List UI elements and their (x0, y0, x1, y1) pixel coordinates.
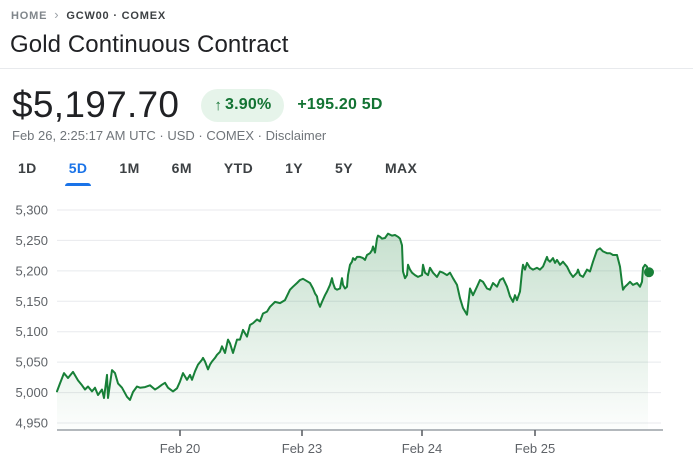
quote-meta-text: Feb 26, 2:25:17 AM UTC · USD · COMEX · (12, 128, 266, 143)
tab-5d[interactable]: 5D (53, 152, 104, 184)
x-axis-label: Feb 24 (402, 441, 442, 456)
x-axis-label: Feb 23 (282, 441, 322, 456)
y-axis-label: 5,000 (15, 385, 48, 400)
chart-endpoint-dot (644, 267, 654, 277)
tab-1y[interactable]: 1Y (269, 152, 319, 184)
quote-meta: Feb 26, 2:25:17 AM UTC · USD · COMEX · D… (12, 128, 326, 143)
breadcrumb-current-item: GCW00 · COMEX (66, 10, 166, 22)
change-range-label: 5D (362, 96, 383, 113)
header-divider (0, 68, 693, 69)
y-axis-label: 5,100 (15, 324, 48, 339)
change-absolute: +195.20 5D (297, 96, 382, 114)
tab-5y[interactable]: 5Y (319, 152, 369, 184)
change-percent-value: 3.90% (225, 96, 271, 114)
arrow-up-icon: ↑ (214, 97, 222, 114)
y-axis-label: 5,150 (15, 294, 48, 309)
y-axis-label: 5,250 (15, 233, 48, 248)
breadcrumb: HOME › GCW00 · COMEX (11, 9, 166, 22)
y-axis-label: 5,200 (15, 263, 48, 278)
x-axis-label: Feb 20 (160, 441, 200, 456)
y-axis-label: 4,950 (15, 416, 48, 431)
tab-ytd[interactable]: YTD (208, 152, 269, 184)
google-finance-page: HOME › GCW00 · COMEX Gold Continuous Con… (0, 0, 693, 471)
quote-row: $5,197.70 ↑ 3.90% +195.20 5D (12, 84, 383, 126)
change-absolute-value: +195.20 (297, 96, 357, 113)
breadcrumb-home-link[interactable]: HOME (11, 10, 47, 22)
tab-1d[interactable]: 1D (2, 152, 53, 184)
tab-max[interactable]: MAX (369, 152, 433, 184)
y-axis-label: 5,050 (15, 355, 48, 370)
y-axis-label: 5,300 (15, 203, 48, 218)
tab-1m[interactable]: 1M (103, 152, 155, 184)
price-value: $5,197.70 (12, 84, 179, 126)
page-title: Gold Continuous Contract (10, 31, 289, 59)
disclaimer-link[interactable]: Disclaimer (266, 128, 327, 143)
breadcrumb-chevron-icon: › (54, 7, 59, 22)
change-percent-badge: ↑ 3.90% (201, 89, 284, 122)
price-chart[interactable]: 5,300 5,250 5,200 5,150 5,100 5,050 5,000 4,950… (0, 190, 693, 471)
x-axis-label: Feb 25 (515, 441, 555, 456)
tab-6m[interactable]: 6M (156, 152, 208, 184)
range-tabs: 1D5D1M6MYTD1Y5YMAX (2, 152, 433, 184)
